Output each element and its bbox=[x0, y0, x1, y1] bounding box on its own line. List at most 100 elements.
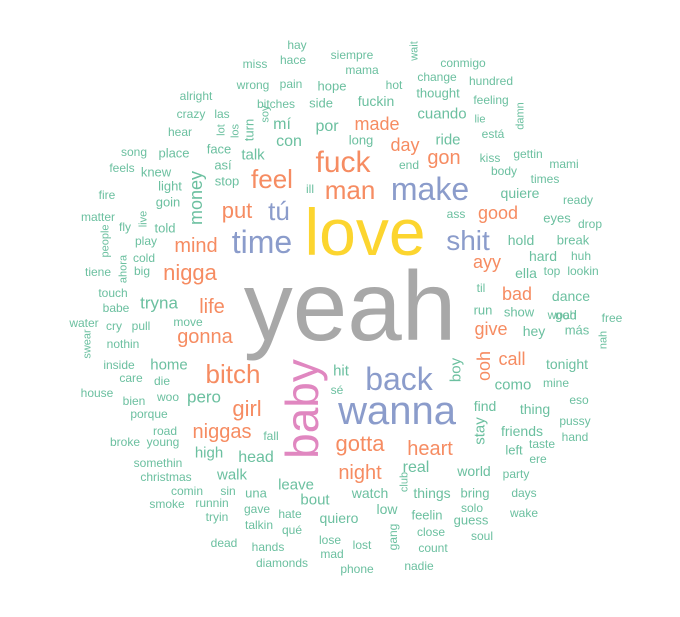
word-soul: soul bbox=[470, 529, 494, 543]
word-mad: mad bbox=[320, 547, 344, 561]
word-low: low bbox=[376, 501, 398, 517]
word-time: time bbox=[231, 224, 293, 260]
word-ill: ill bbox=[306, 182, 314, 196]
word-ere: ere bbox=[529, 452, 547, 466]
word-alright: alright bbox=[179, 89, 213, 103]
word-day: day bbox=[390, 135, 420, 155]
word-times: times bbox=[530, 172, 560, 186]
word-woo: woo bbox=[156, 390, 180, 404]
word-crazy: crazy bbox=[176, 107, 206, 121]
word-move: move bbox=[173, 315, 203, 329]
word-stop: stop bbox=[214, 173, 240, 189]
word-dance: dance bbox=[551, 288, 591, 304]
word-porque: porque bbox=[130, 407, 168, 421]
word-put: put bbox=[221, 198, 253, 223]
word-feel: feel bbox=[251, 164, 293, 194]
word-ooh: ooh bbox=[474, 350, 494, 382]
word-talkin: talkin bbox=[244, 518, 274, 532]
word-cry: cry bbox=[106, 319, 122, 333]
word-lookin: lookin bbox=[567, 264, 599, 278]
word-boy: boy bbox=[447, 357, 465, 383]
word-mine: mine bbox=[542, 376, 570, 390]
word-left: left bbox=[505, 442, 523, 458]
word-woah: woah bbox=[547, 308, 577, 322]
word-die: die bbox=[153, 374, 171, 388]
word-place: place bbox=[158, 145, 190, 161]
word-knew: knew bbox=[140, 164, 172, 180]
word-eyes: eyes bbox=[543, 210, 571, 226]
word-nigga: nigga bbox=[163, 260, 217, 285]
word-somethin: somethin bbox=[133, 456, 183, 470]
word-real: real bbox=[402, 459, 430, 476]
word-wake: wake bbox=[509, 506, 539, 520]
word-hey: hey bbox=[522, 323, 546, 339]
word-ella: ella bbox=[515, 265, 537, 281]
word-kiss: kiss bbox=[479, 151, 501, 165]
word-drop: drop bbox=[577, 217, 603, 231]
word-pull: pull bbox=[131, 319, 151, 333]
word-long: long bbox=[348, 132, 374, 148]
word-shit: shit bbox=[446, 225, 490, 256]
word-find: find bbox=[473, 398, 497, 414]
word-gang: gang bbox=[386, 523, 400, 551]
word-close: close bbox=[416, 525, 446, 539]
word-bitch: bitch bbox=[205, 359, 261, 389]
word-goin: goin bbox=[155, 194, 181, 210]
word-s-: sé bbox=[330, 383, 344, 397]
word-til: til bbox=[476, 281, 486, 295]
word-lose: lose bbox=[318, 533, 342, 547]
word-swear: swear bbox=[81, 329, 94, 359]
word-break: break bbox=[556, 232, 590, 248]
word-guess: guess bbox=[453, 512, 489, 528]
word-club: club bbox=[398, 471, 411, 493]
word-siempre: siempre bbox=[330, 48, 374, 62]
word-hay: hay bbox=[287, 38, 307, 52]
word-miss: miss bbox=[242, 57, 268, 71]
word-night: night bbox=[338, 462, 382, 484]
word-damn: damn bbox=[514, 102, 527, 130]
word-fuckin: fuckin bbox=[357, 93, 395, 109]
word-god: god bbox=[555, 307, 577, 323]
word-lost: lost bbox=[352, 538, 372, 552]
word-song: song bbox=[120, 145, 148, 159]
word-qu-: qué bbox=[281, 523, 303, 537]
word-ready: ready bbox=[562, 193, 594, 207]
word-call: call bbox=[498, 349, 526, 369]
word-hear: hear bbox=[167, 125, 193, 139]
word-hold: hold bbox=[507, 232, 535, 248]
word-body: body bbox=[490, 164, 518, 178]
word-lie: lie bbox=[474, 113, 486, 126]
word-give: give bbox=[474, 319, 508, 339]
word-hard: hard bbox=[528, 248, 558, 264]
word-con: con bbox=[276, 133, 302, 150]
word-end: end bbox=[398, 158, 420, 172]
word-solo: solo bbox=[460, 501, 484, 515]
word-tryna: tryna bbox=[140, 293, 178, 313]
word-play: play bbox=[134, 234, 158, 248]
word-m-: mí bbox=[273, 116, 291, 133]
word-top: top bbox=[543, 264, 561, 278]
word-por: por bbox=[315, 118, 339, 135]
word-tonight: tonight bbox=[545, 356, 589, 372]
word-live: live bbox=[137, 210, 150, 228]
word-back: back bbox=[365, 361, 433, 397]
word-est-: está bbox=[481, 127, 505, 141]
word-feelin: feelin bbox=[411, 507, 443, 523]
word-ass: ass bbox=[446, 207, 466, 221]
word-love: love bbox=[304, 195, 426, 269]
word-las: las bbox=[214, 107, 230, 121]
word-babe: babe bbox=[102, 301, 130, 315]
word-feeling: feeling bbox=[473, 93, 509, 107]
word-gonna: gonna bbox=[177, 326, 233, 348]
word-m-s: más bbox=[564, 322, 590, 338]
word-watch: watch bbox=[351, 485, 389, 501]
word-pussy: pussy bbox=[559, 414, 591, 428]
word-thought: thought bbox=[416, 85, 460, 101]
word-huh: huh bbox=[570, 249, 592, 263]
word-hands: hands bbox=[251, 540, 285, 554]
word-diamonds: diamonds bbox=[255, 556, 309, 570]
word-hundred: hundred bbox=[468, 74, 514, 88]
word-matter: matter bbox=[80, 210, 116, 224]
word-change: change bbox=[417, 70, 457, 84]
